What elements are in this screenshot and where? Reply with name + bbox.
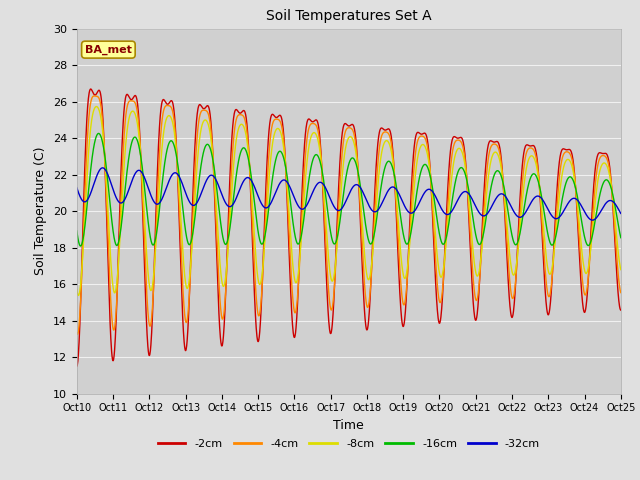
-2cm xyxy=(73,363,81,369)
-8cm xyxy=(93,104,100,109)
-8cm xyxy=(365,276,372,282)
-2cm xyxy=(569,156,577,162)
-4cm xyxy=(570,163,577,168)
-32cm xyxy=(376,204,384,209)
-8cm xyxy=(74,292,82,298)
Line: -8cm: -8cm xyxy=(77,107,621,295)
X-axis label: Time: Time xyxy=(333,419,364,432)
Y-axis label: Soil Temperature (C): Soil Temperature (C) xyxy=(35,147,47,276)
-8cm xyxy=(584,264,592,270)
-16cm xyxy=(617,235,625,240)
Title: Soil Temperatures Set A: Soil Temperatures Set A xyxy=(266,10,431,24)
-32cm xyxy=(617,211,625,216)
Line: -16cm: -16cm xyxy=(77,133,621,246)
-4cm xyxy=(365,301,372,307)
Line: -4cm: -4cm xyxy=(77,96,621,334)
-2cm xyxy=(617,307,625,313)
-8cm xyxy=(73,287,81,292)
-32cm xyxy=(225,204,232,209)
-32cm xyxy=(73,185,81,191)
-32cm xyxy=(589,217,596,223)
-4cm xyxy=(377,137,385,143)
-4cm xyxy=(73,330,81,336)
Line: -2cm: -2cm xyxy=(77,89,621,366)
-16cm xyxy=(584,243,592,249)
-2cm xyxy=(584,280,592,286)
-32cm xyxy=(584,215,592,220)
-4cm xyxy=(584,275,592,280)
-4cm xyxy=(508,291,515,297)
-2cm xyxy=(225,205,232,211)
Legend: -2cm, -4cm, -8cm, -16cm, -32cm: -2cm, -4cm, -8cm, -16cm, -32cm xyxy=(153,435,545,454)
-16cm xyxy=(377,187,385,192)
-4cm xyxy=(91,93,99,99)
-8cm xyxy=(508,264,515,270)
-4cm xyxy=(225,219,233,225)
-2cm xyxy=(365,318,372,324)
Line: -32cm: -32cm xyxy=(77,168,621,220)
-4cm xyxy=(617,290,625,296)
-8cm xyxy=(225,231,233,237)
Text: BA_met: BA_met xyxy=(85,45,132,55)
-32cm xyxy=(365,202,372,208)
-2cm xyxy=(507,312,515,317)
-8cm xyxy=(570,168,577,174)
-16cm xyxy=(570,178,577,183)
-32cm xyxy=(569,195,577,201)
-8cm xyxy=(377,156,385,162)
-16cm xyxy=(73,228,81,234)
-32cm xyxy=(99,165,106,171)
-4cm xyxy=(74,331,81,337)
-2cm xyxy=(87,86,95,92)
-2cm xyxy=(376,126,384,132)
-16cm xyxy=(365,239,372,244)
-16cm xyxy=(508,228,515,234)
-16cm xyxy=(77,243,84,249)
-32cm xyxy=(507,203,515,209)
-16cm xyxy=(95,131,102,136)
-16cm xyxy=(225,231,233,237)
-8cm xyxy=(617,267,625,273)
